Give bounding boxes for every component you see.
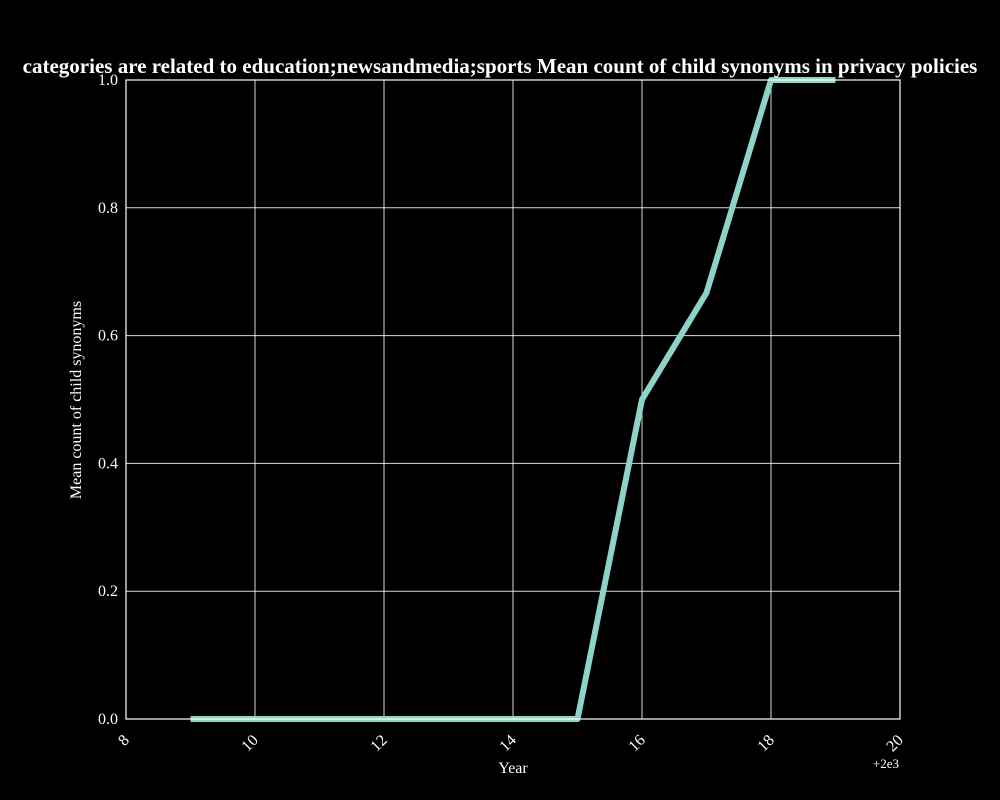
x-tick-label: 18 — [754, 732, 777, 755]
x-axis-label: Year — [498, 760, 528, 777]
x-tick-label: 20 — [883, 732, 906, 755]
y-tick-label: 0.0 — [98, 711, 118, 728]
x-tick-label: 12 — [367, 732, 390, 755]
x-axis-offset-label: +2e3 — [873, 756, 899, 771]
plot-frame — [125, 79, 901, 720]
y-axis-label: Mean count of child synonyms — [68, 301, 85, 499]
y-tick-label: 0.4 — [98, 455, 118, 472]
x-tick-label: 10 — [238, 732, 261, 755]
chart-title: categories are related to education;news… — [23, 54, 978, 78]
x-tick-label: 8 — [115, 732, 133, 750]
x-tick-label: 14 — [496, 732, 519, 755]
y-axis-ticks: 0.0 0.2 0.4 0.6 0.8 1.0 — [98, 72, 118, 728]
x-tick-label: 16 — [625, 732, 648, 755]
grid — [125, 79, 901, 720]
y-tick-label: 0.8 — [98, 200, 118, 217]
y-tick-label: 0.2 — [98, 583, 118, 600]
y-tick-label: 1.0 — [98, 72, 118, 89]
y-tick-label: 0.6 — [98, 328, 118, 345]
x-axis-ticks: 8 10 12 14 16 18 20 — [115, 732, 907, 755]
